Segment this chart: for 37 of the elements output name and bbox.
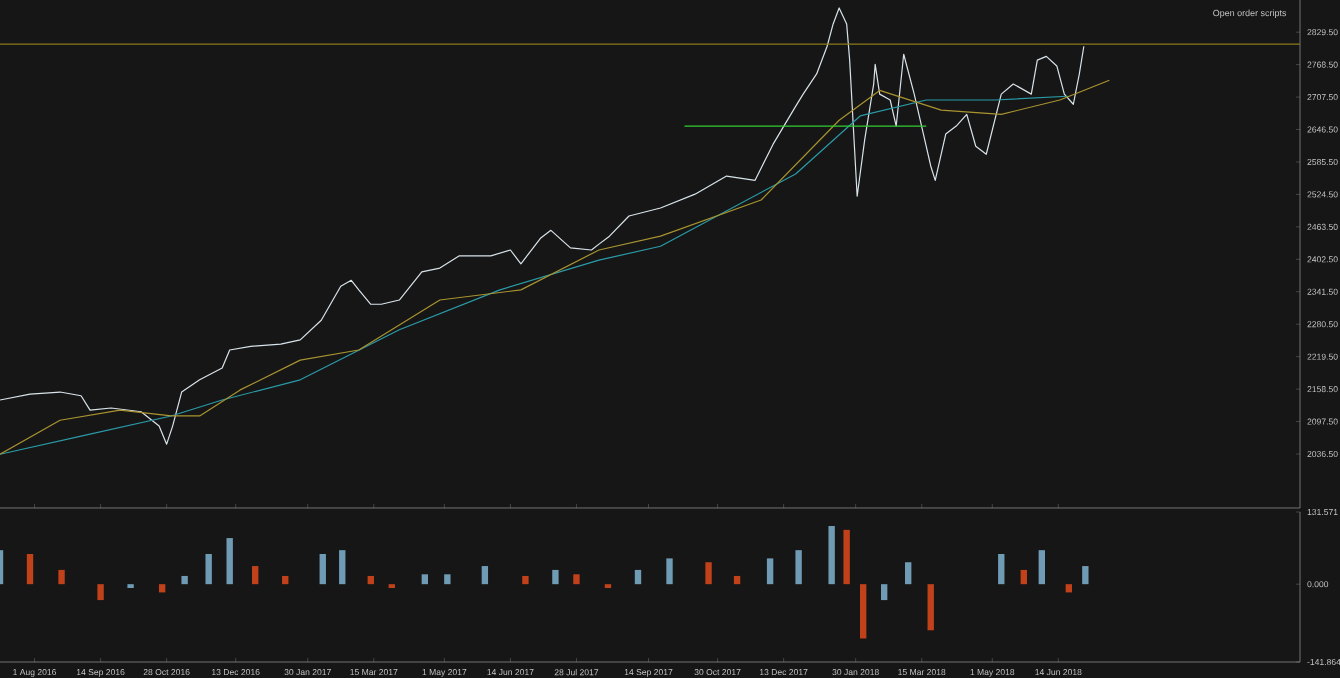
bar [226, 538, 233, 585]
bar [843, 529, 850, 585]
bar [1038, 550, 1045, 585]
bar [97, 584, 104, 601]
bar [1065, 584, 1073, 593]
bar [339, 550, 346, 585]
bar [766, 558, 774, 585]
bar [1082, 566, 1089, 585]
bar [905, 562, 912, 585]
bar [705, 562, 712, 585]
bar [795, 550, 802, 585]
bar [733, 575, 741, 585]
bar [26, 554, 34, 585]
bar [0, 550, 4, 585]
bar [573, 574, 580, 585]
bar [319, 554, 326, 585]
bar [998, 554, 1005, 585]
bar [367, 575, 374, 585]
bar [158, 584, 166, 593]
bar [859, 584, 867, 639]
line-series [0, 7, 1085, 445]
bar [552, 569, 559, 585]
bar [666, 558, 673, 585]
bar [252, 566, 259, 585]
bar [421, 574, 429, 585]
bar [205, 554, 212, 585]
bar [181, 575, 188, 585]
bar [58, 569, 65, 585]
bar [282, 575, 289, 585]
bar [444, 574, 451, 585]
bar [881, 584, 888, 601]
bar [522, 575, 529, 585]
bar [481, 566, 489, 585]
bar [1020, 569, 1027, 585]
bar [927, 584, 934, 631]
bar [828, 526, 835, 585]
bar [634, 569, 642, 585]
